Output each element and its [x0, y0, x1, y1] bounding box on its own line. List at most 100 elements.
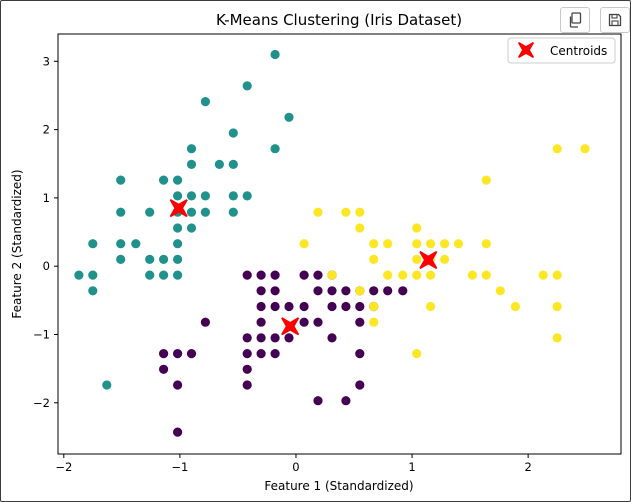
cluster-2-point	[355, 223, 365, 233]
cluster-1-point	[116, 207, 126, 217]
cluster-0-point	[341, 396, 351, 406]
cluster-1-point	[159, 254, 169, 264]
cluster-2-point	[369, 317, 379, 327]
cluster-0-point	[159, 364, 169, 374]
legend-centroid-marker	[518, 42, 534, 58]
cluster-0-point	[242, 364, 252, 374]
cluster-1-point	[159, 175, 169, 185]
cluster-1-point	[228, 207, 238, 217]
centroid-marker	[419, 251, 438, 270]
cluster-2-point	[412, 223, 422, 233]
cluster-1-point	[131, 239, 141, 249]
axes-layer: −2 −1 0 1 2 −2 −1 0 1 2 3	[33, 54, 532, 474]
cluster-0-point	[242, 270, 252, 280]
copy-button[interactable]	[560, 7, 590, 33]
cluster-0-point	[256, 349, 266, 359]
cluster-0-point	[355, 380, 365, 390]
cluster-1-point	[88, 286, 98, 296]
points-layer	[74, 49, 590, 437]
floppy-disk-icon	[608, 13, 622, 27]
cluster-2-point	[355, 207, 365, 217]
cluster-2-point	[552, 333, 562, 343]
cluster-2-point	[510, 301, 520, 312]
cluster-0-point	[270, 270, 280, 280]
cluster-2-point	[383, 239, 393, 249]
cluster-1-point	[200, 207, 210, 217]
cluster-2-point	[495, 286, 505, 296]
cluster-1-point	[270, 49, 280, 60]
cluster-1-point	[116, 175, 126, 185]
cluster-1-point	[88, 270, 98, 280]
cluster-0-point	[327, 286, 337, 296]
cluster-2-point	[369, 301, 379, 312]
cluster-0-point	[270, 333, 280, 343]
cluster-2-point	[426, 301, 436, 312]
cluster-1-point	[74, 270, 84, 280]
cluster-1-point	[186, 144, 197, 154]
cluster-0-point	[313, 286, 323, 296]
cluster-0-point	[327, 333, 337, 343]
cluster-0-point	[256, 301, 266, 312]
cluster-0-point	[355, 301, 365, 312]
y-tick-label: 2	[43, 123, 50, 137]
cluster-2-point	[426, 270, 436, 280]
centroid-layer	[169, 199, 438, 336]
cluster-1-point	[270, 144, 280, 154]
x-tick-label: 1	[408, 460, 415, 474]
cluster-0-point	[256, 333, 266, 343]
cluster-1-point	[116, 254, 126, 264]
cluster-1-point	[88, 239, 98, 249]
cluster-0-point	[256, 317, 266, 327]
cluster-2-point	[412, 270, 422, 280]
cluster-1-point	[173, 191, 183, 201]
cluster-1-point	[186, 207, 197, 217]
cluster-0-point	[299, 317, 309, 327]
cluster-0-point	[173, 427, 183, 437]
cluster-2-point	[481, 270, 491, 280]
cluster-2-point	[369, 254, 379, 264]
cluster-0-point	[270, 301, 280, 312]
cluster-1-point	[228, 159, 238, 169]
cluster-0-point	[242, 333, 252, 343]
cluster-2-point	[412, 349, 422, 359]
cluster-2-point	[341, 207, 351, 217]
cluster-0-point	[173, 380, 183, 390]
chart-title: K-Means Clustering (Iris Dataset)	[216, 11, 462, 29]
cluster-1-point	[200, 97, 210, 107]
y-tick-label: 1	[43, 191, 50, 205]
y-tick-label: −1	[33, 327, 50, 341]
cluster-1-point	[145, 207, 155, 217]
cluster-2-point	[440, 254, 450, 264]
cluster-1-point	[228, 191, 238, 201]
cluster-2-point	[412, 254, 422, 264]
cluster-0-point	[341, 301, 351, 312]
cluster-1-point	[159, 270, 169, 280]
cluster-0-point	[313, 396, 323, 406]
cluster-0-point	[256, 286, 266, 296]
cluster-1-point	[200, 191, 210, 201]
cluster-2-point	[327, 270, 337, 280]
cluster-0-point	[200, 317, 210, 327]
x-axis-label: Feature 1 (Standardized)	[264, 479, 413, 493]
cluster-2-point	[481, 239, 491, 249]
legend: Centroids	[507, 37, 616, 64]
centroid-marker	[281, 317, 300, 336]
save-button[interactable]	[600, 7, 630, 33]
cluster-1-point	[173, 239, 183, 249]
cluster-2-point	[538, 270, 548, 280]
cluster-0-point	[355, 349, 365, 359]
cluster-2-point	[369, 239, 379, 249]
cluster-1-point	[242, 191, 252, 201]
cluster-1-point	[145, 254, 155, 264]
cluster-2-point	[481, 175, 491, 185]
plot-area-border	[57, 33, 622, 455]
y-tick-label: 3	[43, 54, 50, 68]
cluster-1-point	[242, 81, 252, 91]
y-axis-label: Feature 2 (Standardized)	[10, 169, 24, 318]
cluster-0-point	[270, 349, 280, 359]
cluster-2-point	[580, 144, 590, 154]
cluster-1-point	[186, 223, 197, 233]
centroid-marker	[169, 199, 188, 218]
cluster-1-point	[284, 112, 294, 122]
